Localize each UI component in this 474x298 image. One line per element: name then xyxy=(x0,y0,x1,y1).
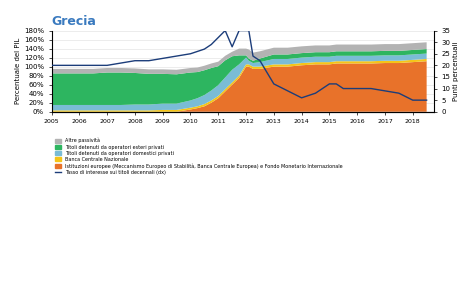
Y-axis label: Percentuale del PIL: Percentuale del PIL xyxy=(15,38,21,104)
Text: Grecia: Grecia xyxy=(52,15,96,28)
Y-axis label: Punti percentuali: Punti percentuali xyxy=(453,41,459,101)
Legend: Altre passività, Titoli detenuti da operatori esteri privati, Titoli detenuti da: Altre passività, Titoli detenuti da oper… xyxy=(54,137,343,176)
